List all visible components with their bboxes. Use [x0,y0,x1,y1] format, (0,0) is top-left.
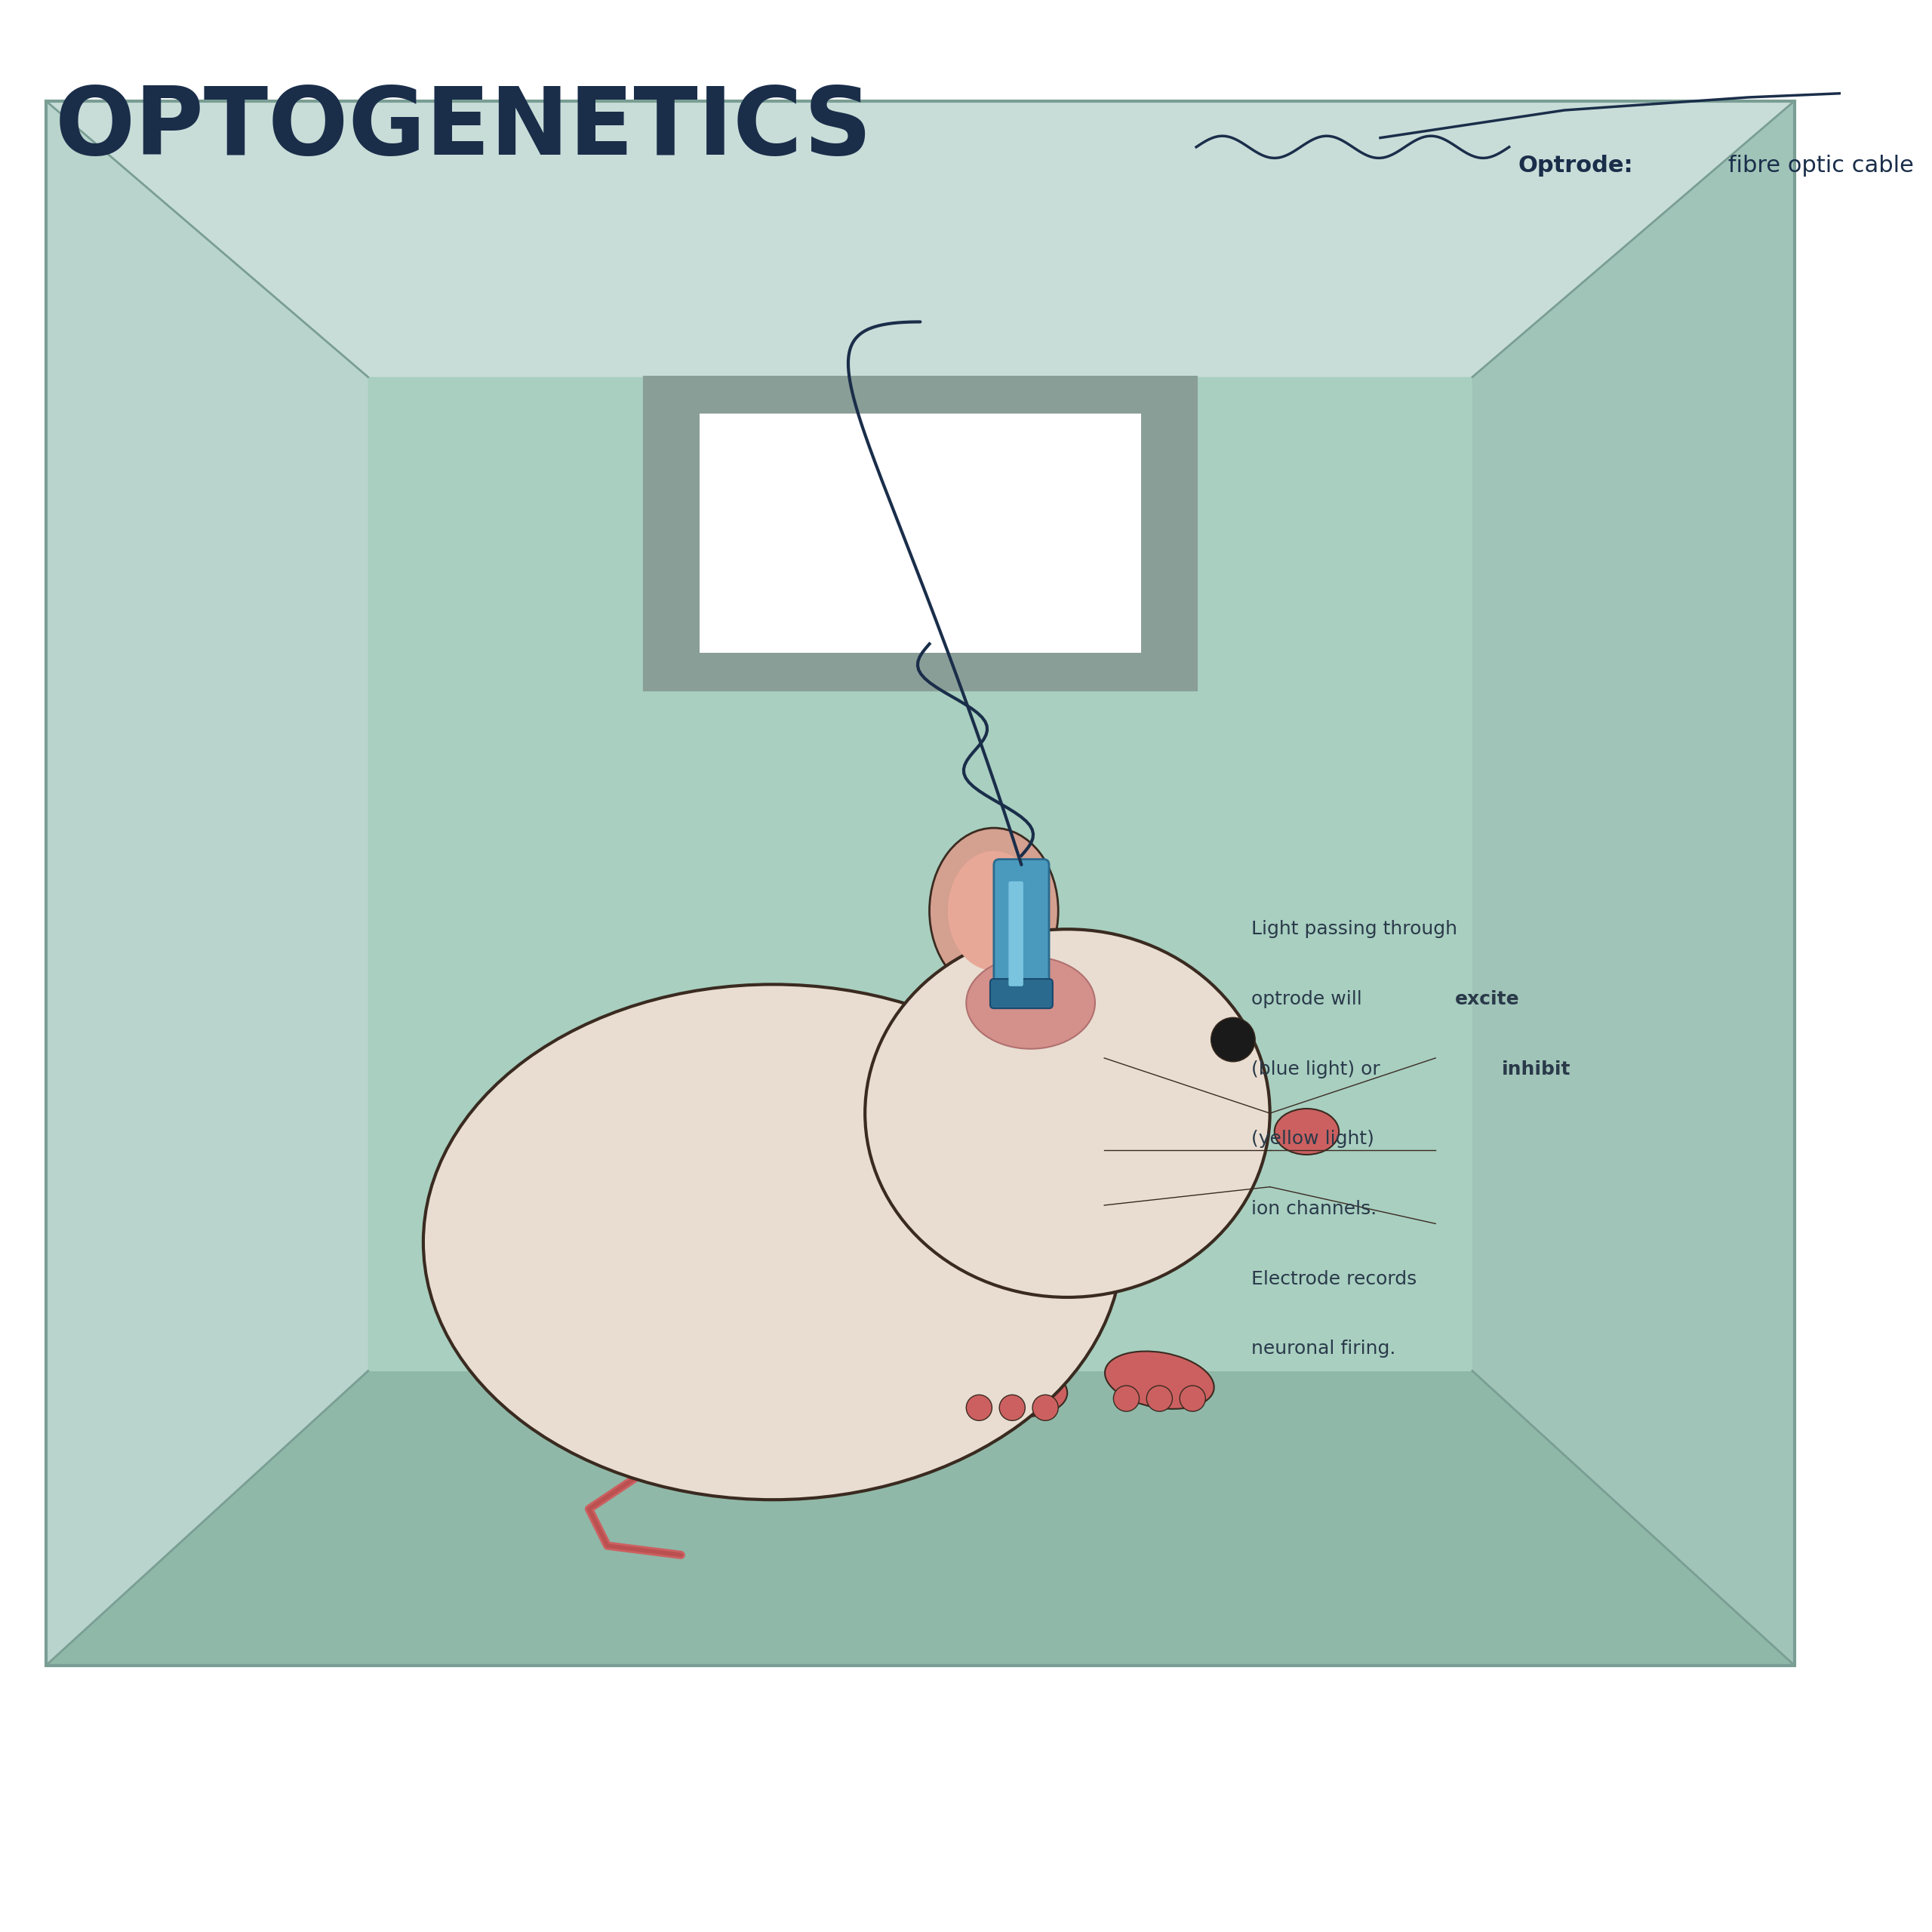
Polygon shape [1472,100,1795,1665]
Circle shape [1113,1385,1140,1412]
Circle shape [1211,1018,1256,1063]
Ellipse shape [866,929,1269,1296]
FancyBboxPatch shape [46,100,1795,1665]
Text: fibre optic cable: fibre optic cable [1721,155,1915,176]
Text: Optrode:: Optrode: [1519,155,1634,176]
Text: Electrode records: Electrode records [1252,1269,1416,1289]
Circle shape [966,1395,991,1420]
FancyBboxPatch shape [993,860,1049,999]
Ellipse shape [423,985,1122,1499]
FancyBboxPatch shape [1009,881,1024,985]
Circle shape [1146,1385,1173,1412]
Ellipse shape [1275,1109,1339,1155]
Circle shape [1032,1395,1059,1420]
Polygon shape [699,413,1142,653]
Circle shape [999,1395,1026,1420]
Text: neuronal firing.: neuronal firing. [1252,1339,1397,1358]
Text: (blue light) or: (blue light) or [1252,1061,1387,1078]
Text: inhibit: inhibit [1501,1061,1571,1078]
Polygon shape [643,377,1196,690]
Ellipse shape [966,956,1095,1049]
Ellipse shape [929,829,1059,993]
Text: excite: excite [1455,989,1519,1009]
Circle shape [1180,1385,1206,1412]
Ellipse shape [949,850,1039,970]
Polygon shape [46,100,369,1665]
Text: ion channels.: ion channels. [1252,1200,1378,1217]
Ellipse shape [1105,1350,1213,1408]
Polygon shape [46,100,1795,377]
Text: Light passing through: Light passing through [1252,920,1457,939]
Polygon shape [369,377,1472,1372]
Text: (yellow light): (yellow light) [1252,1130,1374,1148]
Polygon shape [46,1372,1795,1665]
Text: OPTOGENETICS: OPTOGENETICS [56,83,873,174]
Ellipse shape [956,1362,1066,1418]
FancyBboxPatch shape [989,980,1053,1009]
Text: optrode will: optrode will [1252,989,1368,1009]
